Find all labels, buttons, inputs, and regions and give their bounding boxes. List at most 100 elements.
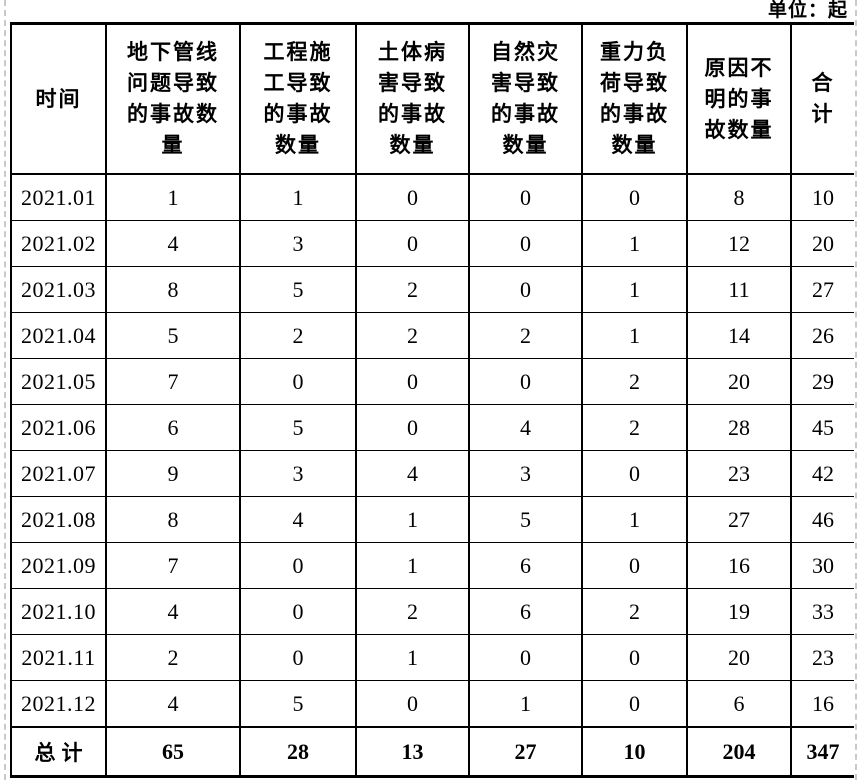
column-header-text: 地下管线 问题导致 的事故数量 [107, 37, 239, 161]
cell-pipeline: 4 [106, 588, 241, 635]
column-header-text: 原因不 明的事 故数量 [688, 53, 790, 146]
cell-construction: 0 [240, 588, 357, 635]
cell-gravity: 0 [582, 634, 688, 681]
table-row: 2021.09 7 0 1 6 0 16 30 [10, 542, 854, 589]
table-row: 2021.12 4 5 0 1 0 6 16 [10, 680, 854, 728]
cell-pipeline: 2 [106, 634, 241, 681]
column-header-line: 的事故 [263, 103, 333, 126]
cell-total: 23 [791, 634, 854, 681]
column-header-line: 数量 [611, 134, 658, 157]
cell-time: 2021.04 [10, 312, 107, 359]
cell-total-label: 总计 [10, 726, 107, 778]
column-header-unknown: 原因不 明的事 故数量 [687, 22, 792, 175]
column-header-text: 土体病 害导致 的事故 数量 [357, 37, 468, 161]
cell-time: 2021.02 [10, 220, 107, 267]
cell-total-construction: 28 [240, 726, 357, 778]
cell-soil: 2 [356, 588, 470, 635]
cell-soil: 2 [356, 312, 470, 359]
column-header-line: 害导致 [491, 72, 560, 95]
cell-unknown: 12 [687, 220, 792, 267]
column-header-text: 工程施工导致的事故数量 [241, 37, 355, 161]
cell-construction: 0 [240, 634, 357, 681]
column-header-line: 工程施 [263, 41, 333, 64]
column-header-soil: 土体病 害导致 的事故 数量 [356, 22, 470, 175]
cell-total: 26 [791, 312, 854, 359]
cell-time: 2021.05 [10, 358, 107, 405]
cell-pipeline: 1 [106, 173, 241, 221]
cell-unknown: 11 [687, 266, 792, 313]
cell-pipeline: 5 [106, 312, 241, 359]
column-header-pipeline: 地下管线 问题导致 的事故数量 [106, 22, 241, 175]
table-row: 2021.11 2 0 1 0 0 20 23 [10, 634, 854, 681]
column-header-line: 时间 [35, 87, 82, 111]
column-header-line: 数量 [502, 134, 549, 157]
column-header-line: 土体病 [378, 41, 447, 64]
column-header-gravity: 重力负 荷导致 的事故 数量 [582, 22, 688, 175]
cell-soil: 0 [356, 173, 470, 221]
table-row: 2021.10 4 0 2 6 2 19 33 [10, 588, 854, 635]
cell-total: 45 [791, 404, 854, 451]
cell-pipeline: 9 [106, 450, 241, 497]
column-header-line: 害导致 [378, 72, 447, 95]
column-header-line: 量 [161, 134, 185, 157]
table-row: 2021.03 8 5 2 0 1 11 27 [10, 266, 854, 313]
cell-unknown: 20 [687, 358, 792, 405]
cell-time: 2021.08 [10, 496, 107, 543]
cell-unknown: 16 [687, 542, 792, 589]
cell-construction: 4 [240, 496, 357, 543]
cell-construction: 0 [240, 542, 357, 589]
cell-total-unknown: 204 [687, 726, 792, 778]
column-header-line: 的事故 [491, 103, 560, 126]
column-header-line: 明的事 [704, 87, 774, 111]
cell-pipeline: 8 [106, 266, 241, 313]
cell-total-total: 347 [791, 726, 854, 778]
cell-construction: 5 [240, 266, 357, 313]
cell-total: 10 [791, 173, 854, 221]
cell-unknown: 23 [687, 450, 792, 497]
cell-pipeline: 7 [106, 358, 241, 405]
table-row: 2021.04 5 2 2 2 1 14 26 [10, 312, 854, 359]
column-header-disaster: 自然灾害导致的事故数量 [469, 22, 583, 175]
cell-time: 2021.06 [10, 404, 107, 451]
table-row: 2021.06 6 5 0 4 2 28 45 [10, 404, 854, 451]
page-edge-right [855, 0, 857, 780]
cell-disaster: 2 [469, 312, 583, 359]
cell-construction: 2 [240, 312, 357, 359]
cell-total: 42 [791, 450, 854, 497]
column-header-line: 数量 [275, 134, 321, 157]
cell-unknown: 20 [687, 634, 792, 681]
cell-total: 33 [791, 588, 854, 635]
cell-pipeline: 4 [106, 680, 241, 728]
cell-unknown: 19 [687, 588, 792, 635]
cell-total: 27 [791, 266, 854, 313]
cell-soil: 1 [356, 496, 470, 543]
column-header-line: 工导致 [263, 72, 333, 95]
cell-total: 20 [791, 220, 854, 267]
cell-total: 46 [791, 496, 854, 543]
column-header-line: 计 [811, 103, 835, 126]
cell-disaster: 6 [469, 588, 583, 635]
cell-soil: 0 [356, 404, 470, 451]
accident-statistics-table-container: 时间 地下管线 问题导致 的事故数量工程施 工导致 的事故 数量 土体病 害导致 的事故 数量 自然灾… [10, 22, 854, 778]
cell-construction: 3 [240, 220, 357, 267]
column-header-line: 自然灾 [491, 41, 560, 64]
cell-gravity: 1 [582, 266, 688, 313]
cell-construction: 3 [240, 450, 357, 497]
cell-soil: 0 [356, 220, 470, 267]
cell-disaster: 0 [469, 266, 583, 313]
cell-gravity: 1 [582, 312, 688, 359]
cell-total: 30 [791, 542, 854, 589]
cell-soil: 2 [356, 266, 470, 313]
column-header-line: 原因不 [704, 56, 774, 80]
cell-gravity: 0 [582, 542, 688, 589]
cell-disaster: 1 [469, 680, 583, 728]
column-header-text: 自然灾害导致的事故数量 [470, 37, 581, 161]
table-row: 2021.05 7 0 0 0 2 20 29 [10, 358, 854, 405]
accident-statistics-table: 时间 地下管线 问题导致 的事故数量工程施 工导致 的事故 数量 土体病 害导致 的事故 数量 自然灾… [10, 22, 854, 778]
table-total-row: 总计 65 28 13 27 10 204 347 [10, 726, 854, 778]
column-header-text: 时间 [12, 84, 105, 115]
page-edge-left [4, 0, 6, 780]
cell-unknown: 6 [687, 680, 792, 728]
column-header-line: 的事故 [378, 103, 447, 126]
cell-gravity: 2 [582, 404, 688, 451]
